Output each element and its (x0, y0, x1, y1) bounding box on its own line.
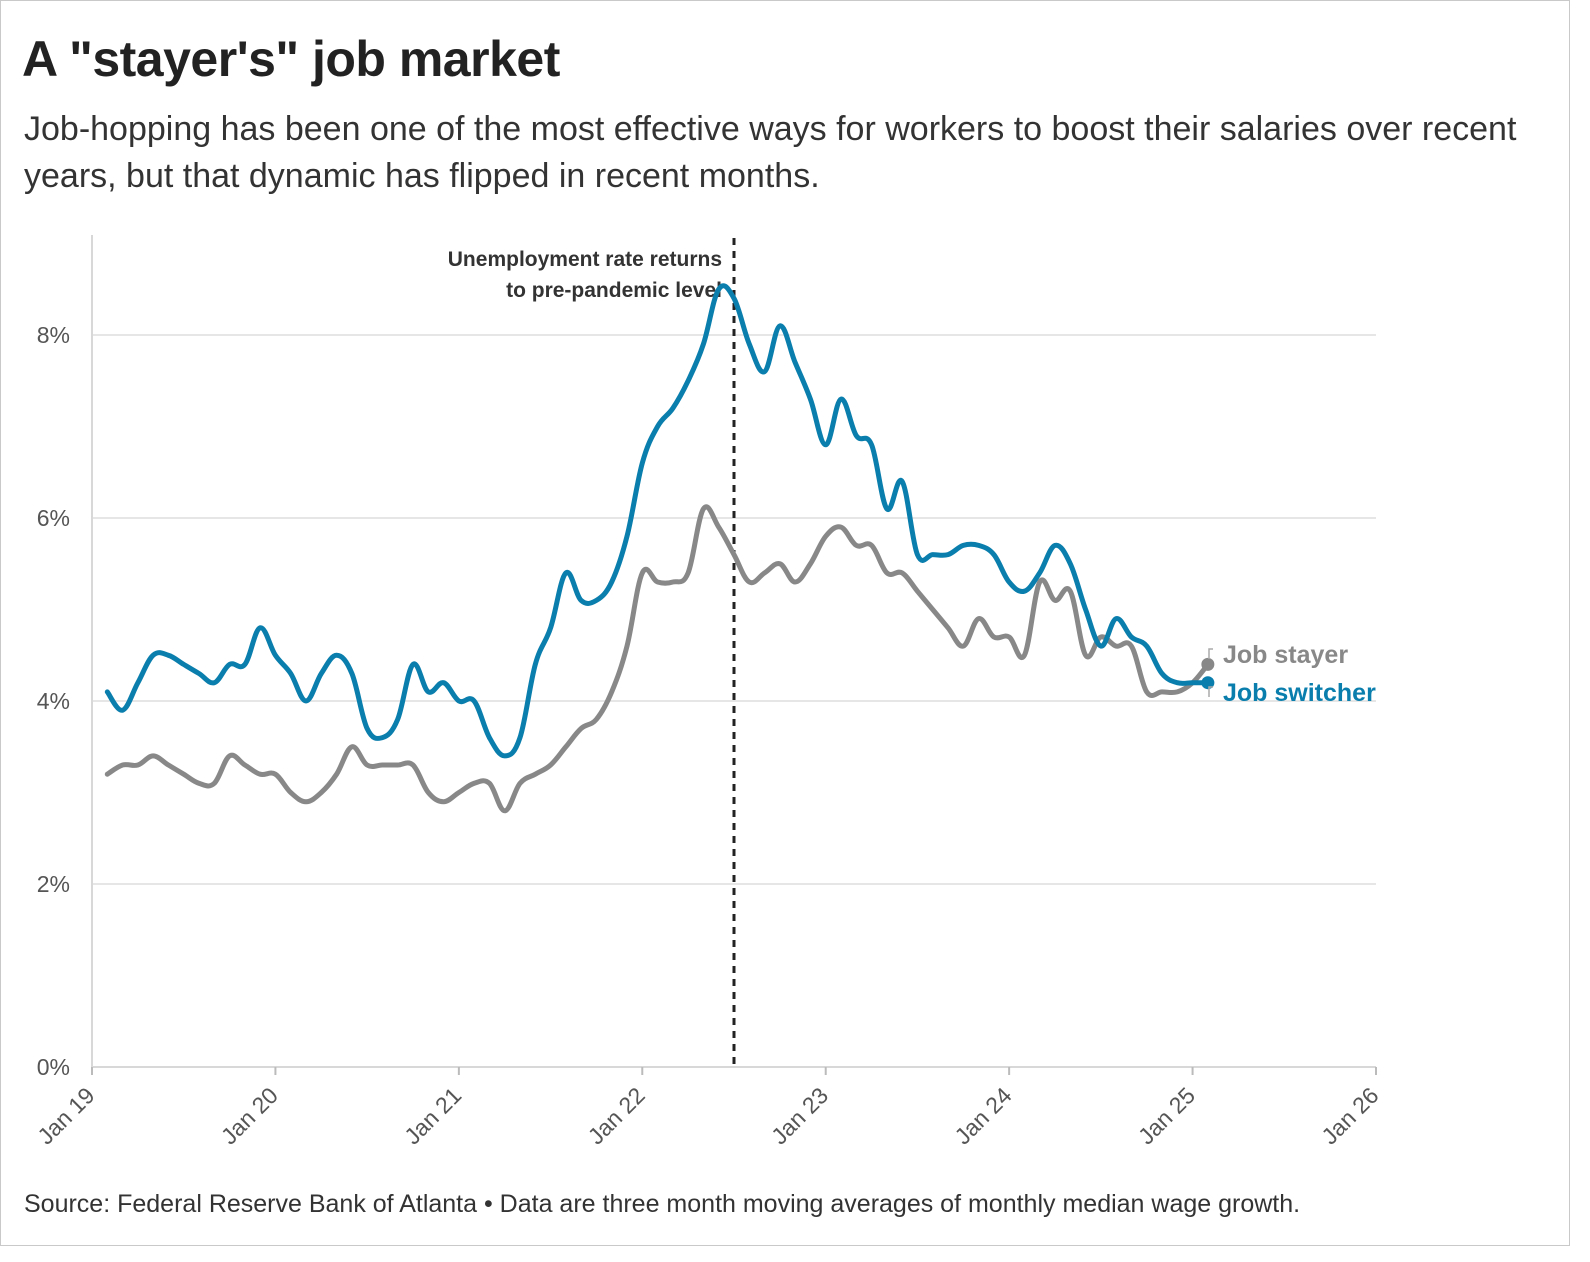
x-tick-label: Jan 20 (216, 1082, 283, 1149)
job-switcher-label-connector (1208, 686, 1213, 697)
y-tick-label: 2% (37, 871, 70, 897)
annotation-text: to pre-pandemic level (506, 279, 722, 302)
x-tick-label: Jan 19 (32, 1082, 99, 1149)
job-stayer-line (104, 504, 1211, 814)
chart-title: A "stayer's" job market (22, 31, 560, 87)
x-tick-label: Jan 22 (583, 1082, 650, 1149)
x-tick-label: Jan 23 (766, 1082, 833, 1149)
series-labels: Job stayer Job switcher (1208, 641, 1376, 707)
job-switcher-line (104, 283, 1211, 759)
annotation-text: Unemployment rate returns (448, 248, 722, 271)
y-tick-label: 8% (37, 322, 70, 348)
job-switcher-end-point (1201, 676, 1215, 690)
job-stayer-label: Job stayer (1223, 641, 1348, 669)
y-tick-label: 0% (37, 1054, 70, 1080)
x-tick-label: Jan 26 (1316, 1082, 1383, 1149)
y-tick-label: 6% (37, 505, 70, 531)
job-switcher-label: Job switcher (1223, 679, 1376, 707)
y-tick-label: 4% (37, 688, 70, 714)
x-tick-label: Jan 21 (399, 1082, 466, 1149)
chart-subtitle: Job-hopping has been one of the most eff… (24, 110, 1517, 195)
x-tick-label: Jan 24 (949, 1082, 1016, 1149)
job-stayer-end-point (1201, 657, 1215, 671)
job-stayer-label-connector (1208, 648, 1213, 659)
series-lines (104, 283, 1215, 814)
x-tick-label: Jan 25 (1133, 1082, 1200, 1149)
annotation: Unemployment rate returns to pre-pandemic… (448, 238, 736, 1067)
source-note: Source: Federal Reserve Bank of Atlanta … (24, 1190, 1301, 1218)
chart-frame (0, 0, 1570, 1246)
